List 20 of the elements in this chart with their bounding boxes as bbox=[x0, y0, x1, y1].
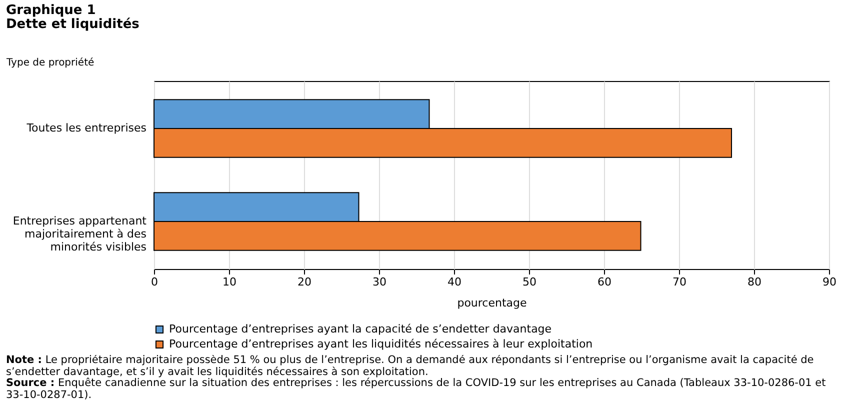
x-tick-label: 70 bbox=[672, 276, 686, 288]
x-axis-title: pourcentage bbox=[457, 296, 528, 310]
y-tick-label: Entreprises appartenant majoritairement à des minorités visibles bbox=[12, 214, 148, 254]
x-tick-label: 10 bbox=[222, 276, 236, 288]
legend-label: Pourcentage d’entreprises ayant la capacité de s’endetter davantage bbox=[169, 322, 552, 336]
x-tick-label: 40 bbox=[448, 276, 462, 288]
text: Note : Le propriétaire majoritaire possède 51 % ou plus de l’entreprise. On a demandé aux répondants si l’entreprise ou l’organisme avait la capacité de s’endetter davantage, et s’il y avait les liquidités nécessaires à son exploitation. bbox=[6, 354, 815, 378]
legend-label: Pourcentage d’entreprises ayant les liquidités nécessaires à leur exploitation bbox=[169, 338, 593, 350]
x-tick-label: 20 bbox=[298, 276, 312, 288]
y-tick-label: Toutes les entreprises bbox=[26, 121, 147, 134]
x-tick-label: 30 bbox=[372, 276, 386, 288]
x-tick-label: 0 bbox=[151, 276, 158, 288]
x-tick-label: 60 bbox=[598, 276, 612, 288]
source-note: Source : Enquête canadienne sur la situation des entreprises : les répercussions de la COVID-19 sur les entreprises au Canada (Tableaux 33-10-0286-01 et 33-10-0287-01). bbox=[6, 377, 826, 401]
chart-title: Graphique 1 bbox=[6, 3, 96, 18]
x-tick-label: 80 bbox=[748, 276, 762, 288]
y-axis-title: Type de propriété bbox=[6, 58, 94, 68]
x-tick-label: 50 bbox=[522, 276, 536, 288]
x-tick-label: 90 bbox=[822, 276, 836, 288]
chart-subtitle: Dette et liquidités bbox=[6, 17, 140, 32]
